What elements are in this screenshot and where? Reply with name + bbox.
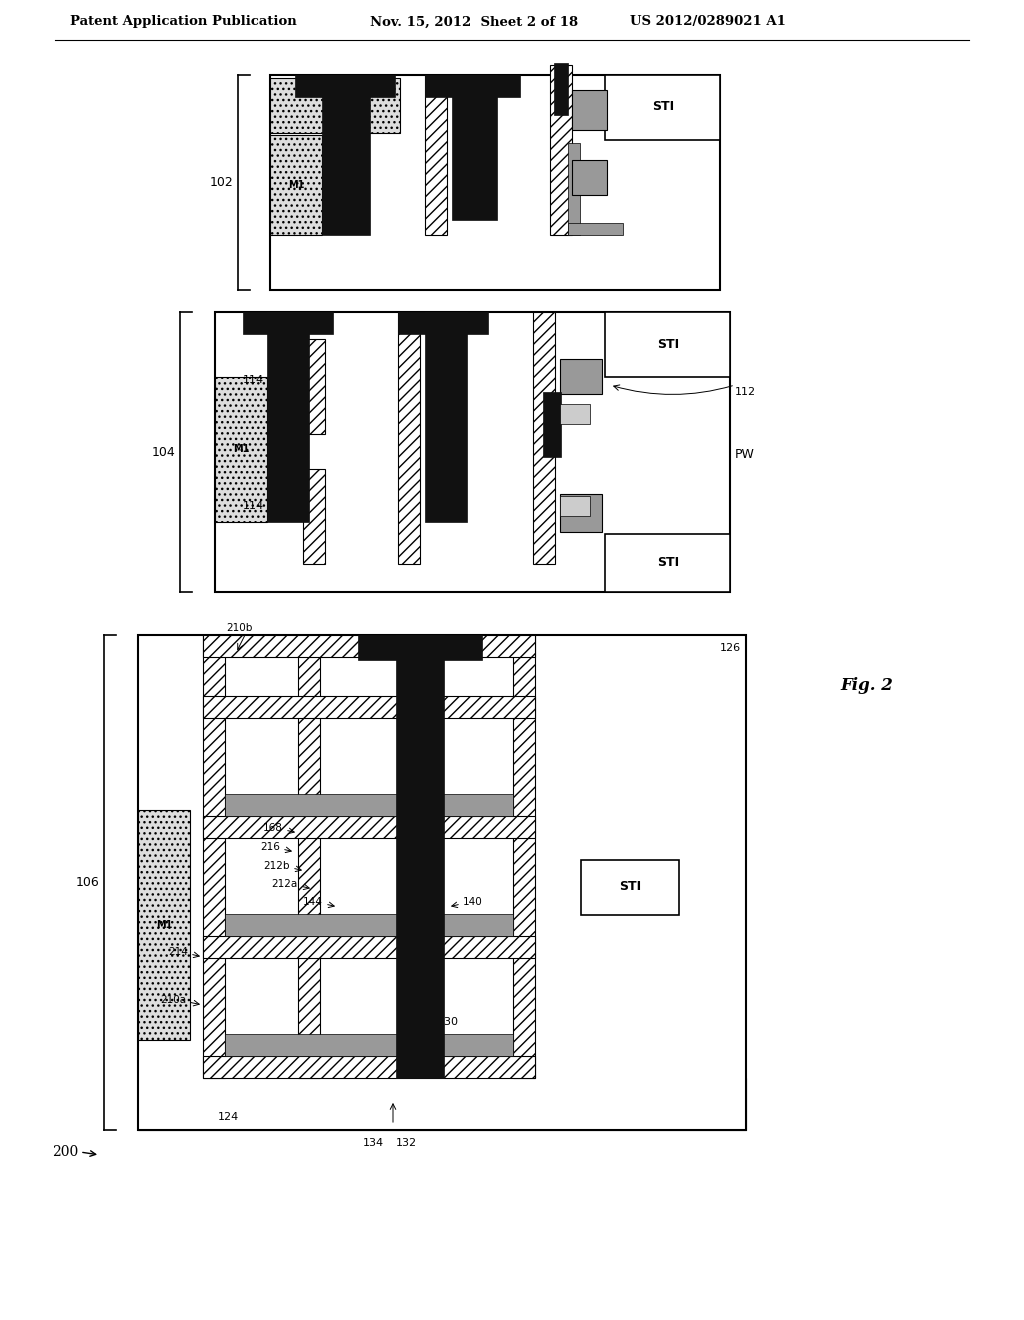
Bar (215, 378, 267, 521)
Bar (560, 404, 590, 424)
Text: M1: M1 (156, 920, 172, 931)
Bar (425, 312, 467, 521)
Bar (398, 312, 488, 334)
Text: M1: M1 (288, 180, 304, 190)
Text: 124: 124 (218, 1111, 240, 1122)
Bar (425, 75, 520, 96)
Text: 210b: 210b (226, 623, 252, 634)
Bar (270, 78, 400, 133)
Text: 144: 144 (303, 898, 323, 907)
Text: 216: 216 (260, 842, 280, 851)
Text: 134: 134 (362, 1138, 384, 1148)
Text: Patent Application Publication: Patent Application Publication (70, 16, 297, 29)
Bar (605, 75, 720, 140)
Text: STI: STI (652, 100, 674, 114)
Bar (203, 696, 535, 718)
Bar (243, 312, 333, 334)
Bar (138, 635, 746, 1130)
Bar (215, 312, 730, 591)
Text: N+: N+ (568, 409, 582, 418)
Bar (534, 312, 555, 564)
Text: M1: M1 (232, 444, 249, 454)
Text: 212b: 212b (263, 861, 290, 871)
Bar (554, 63, 568, 115)
Bar (581, 861, 679, 915)
Bar (452, 75, 497, 220)
Bar (572, 160, 607, 195)
Text: 126: 126 (720, 643, 741, 653)
Text: 106: 106 (75, 876, 99, 888)
Text: Fig. 2: Fig. 2 (840, 676, 893, 693)
Text: 130: 130 (438, 1016, 459, 1027)
Bar (322, 75, 370, 235)
Text: STI: STI (657, 557, 679, 569)
Text: 210a: 210a (160, 995, 186, 1005)
Bar (303, 339, 325, 434)
Text: 132: 132 (395, 1138, 417, 1148)
Bar (203, 816, 535, 838)
Text: 212a: 212a (271, 879, 298, 888)
Bar (513, 635, 535, 1078)
Text: STI: STI (618, 880, 641, 894)
Text: 114: 114 (243, 375, 264, 385)
Bar (560, 496, 590, 516)
Text: 214: 214 (168, 946, 188, 957)
Bar (358, 635, 482, 660)
Bar (138, 1078, 746, 1130)
Bar (396, 635, 444, 1078)
Text: Nov. 15, 2012  Sheet 2 of 18: Nov. 15, 2012 Sheet 2 of 18 (370, 16, 579, 29)
Bar (605, 312, 730, 378)
Bar (203, 936, 535, 958)
Bar (225, 795, 513, 816)
Bar (425, 75, 447, 235)
Bar (203, 635, 225, 1078)
Text: 140: 140 (463, 898, 482, 907)
Bar (605, 535, 730, 591)
Text: 104: 104 (152, 446, 175, 458)
Bar (398, 312, 420, 564)
Bar (270, 75, 720, 290)
Bar (203, 635, 535, 657)
Bar (298, 635, 319, 1078)
Text: 112: 112 (735, 387, 756, 397)
Text: STI: STI (657, 338, 679, 351)
Bar (560, 494, 602, 532)
Bar (568, 223, 623, 235)
Bar (225, 1034, 513, 1056)
Bar (270, 135, 322, 235)
Bar (303, 469, 325, 564)
Text: 102: 102 (209, 176, 233, 189)
Text: 200: 200 (52, 1144, 78, 1159)
Bar (560, 359, 602, 393)
Bar (225, 913, 513, 936)
Bar (295, 75, 395, 96)
Bar (550, 65, 572, 235)
Bar (568, 143, 580, 235)
Bar (203, 1056, 535, 1078)
Text: US 2012/0289021 A1: US 2012/0289021 A1 (630, 16, 785, 29)
Text: 168: 168 (263, 822, 283, 833)
Bar (138, 810, 190, 1040)
Bar (572, 90, 607, 129)
Bar (267, 312, 309, 521)
Bar (543, 392, 561, 457)
Text: N+: N+ (568, 502, 582, 511)
Text: PW: PW (735, 447, 755, 461)
Text: 114: 114 (243, 502, 264, 511)
